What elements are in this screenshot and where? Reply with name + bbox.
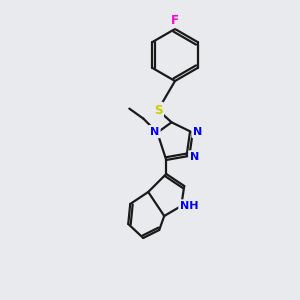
Text: S: S <box>154 103 162 116</box>
Text: F: F <box>171 14 179 26</box>
Text: N: N <box>193 127 202 136</box>
Text: N: N <box>150 127 159 136</box>
Text: N: N <box>190 152 199 162</box>
Text: NH: NH <box>180 201 199 211</box>
